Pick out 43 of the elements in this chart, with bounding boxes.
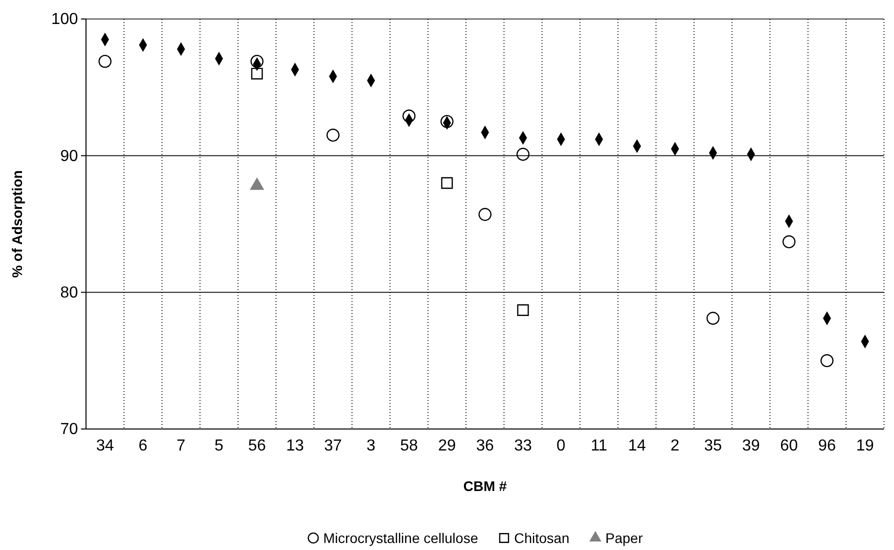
point bbox=[98, 54, 112, 68]
point bbox=[517, 304, 529, 316]
x-tick-label: 56 bbox=[248, 437, 266, 454]
legend-label: Microcrystalline cellulose bbox=[323, 530, 478, 546]
point bbox=[441, 177, 453, 189]
point bbox=[516, 148, 530, 161]
x-tick-label: 36 bbox=[476, 437, 494, 454]
x-tick-label: 0 bbox=[556, 437, 566, 454]
y-tick-label: 70 bbox=[60, 421, 78, 438]
legend-label: Paper bbox=[605, 530, 644, 546]
x-tick-label: 29 bbox=[438, 437, 456, 454]
point bbox=[326, 128, 340, 142]
x-tick-label: 7 bbox=[176, 437, 186, 454]
point bbox=[440, 114, 454, 128]
point bbox=[402, 110, 416, 123]
legend-label: Chitosan bbox=[514, 530, 570, 546]
x-tick-label: 14 bbox=[628, 437, 646, 454]
y-tick-label: 80 bbox=[60, 284, 78, 302]
point bbox=[706, 312, 720, 325]
x-tick-label: 34 bbox=[96, 437, 114, 454]
x-tick-label: 96 bbox=[818, 437, 836, 454]
x-tick-label: 3 bbox=[366, 437, 376, 454]
y-tick-label: 100 bbox=[51, 11, 78, 28]
point bbox=[251, 68, 263, 80]
x-tick-label: 39 bbox=[742, 437, 760, 454]
point bbox=[478, 208, 492, 221]
x-axis-title: CBM # bbox=[463, 478, 507, 494]
point bbox=[820, 354, 834, 368]
x-tick-label: 60 bbox=[780, 437, 798, 454]
y-tick-label: 90 bbox=[60, 148, 78, 165]
x-tick-label: 11 bbox=[590, 437, 608, 454]
point bbox=[782, 235, 796, 248]
x-tick-label: 37 bbox=[324, 437, 342, 454]
x-tick-label: 2 bbox=[670, 437, 680, 454]
y-axis-title: % of Adsorption bbox=[9, 170, 25, 278]
x-tick-label: 6 bbox=[138, 437, 148, 454]
point bbox=[250, 54, 264, 68]
x-tick-label: 58 bbox=[400, 437, 418, 454]
x-tick-label: 13 bbox=[286, 437, 304, 454]
x-tick-label: 35 bbox=[704, 437, 722, 454]
x-tick-label: 19 bbox=[856, 437, 874, 454]
x-tick-label: 5 bbox=[214, 437, 224, 454]
x-tick-label: 33 bbox=[514, 437, 532, 454]
